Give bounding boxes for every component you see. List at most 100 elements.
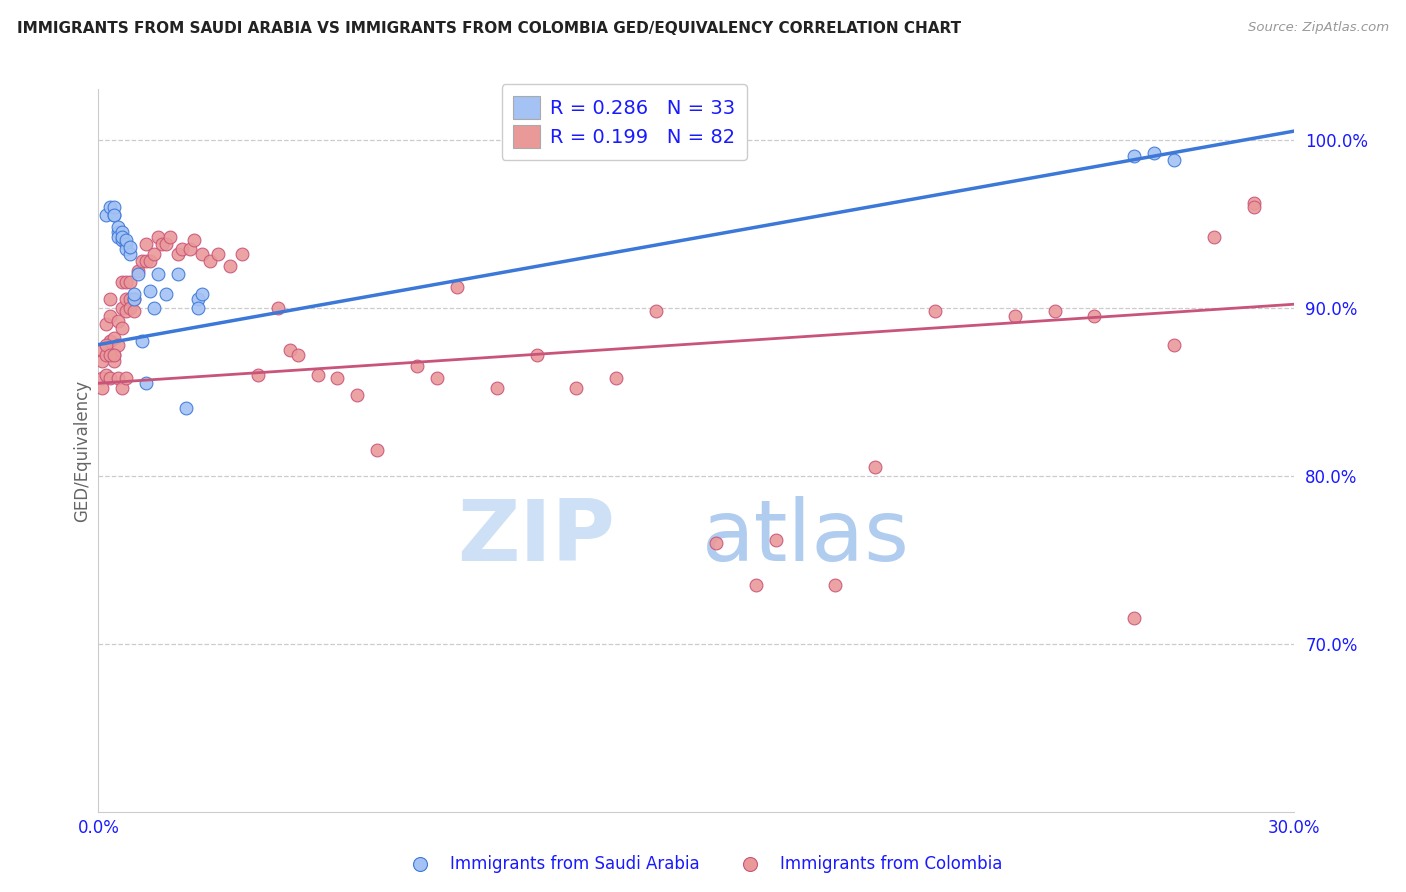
Point (824, 578, 846, 592)
Point (120, 292, 142, 306)
Point (406, 359, 429, 374)
Point (115, 304, 138, 318)
Point (98, 292, 122, 306)
Point (115, 292, 138, 306)
Point (111, 320, 134, 334)
Point (115, 371, 138, 385)
Point (183, 234, 205, 248)
Point (103, 208, 125, 222)
Point (107, 230, 129, 244)
Point (107, 225, 129, 239)
Point (103, 348, 125, 362)
Point (1163, 337, 1185, 351)
Text: Source: ZipAtlas.com: Source: ZipAtlas.com (1249, 21, 1389, 35)
Point (115, 234, 138, 248)
Point (139, 253, 162, 268)
Point (485, 381, 508, 395)
Point (745, 578, 768, 592)
Point (111, 301, 134, 315)
Text: ZIP: ZIP (457, 496, 614, 579)
Point (172, 242, 194, 256)
Point (1163, 153, 1185, 167)
Point (446, 280, 468, 294)
Point (127, 267, 149, 281)
Point (103, 348, 125, 362)
Point (187, 292, 209, 306)
Point (96, 368, 118, 382)
Point (98, 334, 122, 349)
Point (179, 242, 201, 256)
Point (865, 460, 887, 475)
Point (207, 247, 229, 261)
Point (231, 247, 253, 261)
Point (96, 318, 118, 332)
Point (103, 200, 125, 214)
Point (131, 253, 153, 268)
Point (120, 240, 142, 254)
Point (96, 348, 118, 362)
Point (307, 368, 329, 382)
Point (111, 381, 134, 395)
Point (155, 287, 177, 301)
Point (198, 253, 221, 268)
Point (98, 371, 122, 385)
Point (120, 247, 142, 261)
Point (1083, 309, 1105, 323)
Point (148, 267, 170, 281)
Point (191, 247, 214, 261)
Point (704, 536, 727, 550)
Point (96, 208, 118, 222)
Point (278, 343, 301, 357)
Point (267, 301, 290, 315)
Point (526, 348, 548, 362)
Point (148, 230, 170, 244)
Point (765, 533, 787, 547)
Point (115, 242, 138, 256)
Point (107, 219, 129, 234)
Point (645, 304, 668, 318)
Legend: Immigrants from Saudi Arabia, Immigrants from Colombia: Immigrants from Saudi Arabia, Immigrants… (396, 848, 1010, 880)
Point (120, 276, 142, 290)
Text: IMMIGRANTS FROM SAUDI ARABIA VS IMMIGRANTS FROM COLOMBIA GED/EQUIVALENCY CORRELA: IMMIGRANTS FROM SAUDI ARABIA VS IMMIGRAN… (17, 21, 960, 37)
Legend: R = 0.286   N = 33, R = 0.199   N = 82: R = 0.286 N = 33, R = 0.199 N = 82 (502, 85, 747, 160)
Point (426, 371, 449, 385)
Point (1143, 146, 1166, 161)
Point (135, 376, 157, 391)
Y-axis label: GED/Equivalency: GED/Equivalency (73, 379, 91, 522)
Point (124, 292, 146, 306)
Point (1123, 611, 1146, 625)
Point (107, 371, 129, 385)
Point (1043, 304, 1066, 318)
Point (91, 371, 114, 385)
Point (111, 234, 134, 248)
Point (111, 276, 134, 290)
Point (124, 287, 146, 301)
Point (191, 287, 214, 301)
Point (115, 236, 138, 251)
Point (91, 343, 114, 357)
Point (115, 276, 138, 290)
Point (103, 354, 125, 368)
Point (326, 371, 349, 385)
Point (107, 337, 129, 351)
Point (565, 381, 588, 395)
Point (167, 267, 190, 281)
Point (1243, 196, 1265, 211)
Point (96, 337, 118, 351)
Point (155, 236, 177, 251)
Point (111, 230, 134, 244)
Point (98, 348, 122, 362)
Point (246, 368, 269, 382)
Point (124, 292, 146, 306)
Point (366, 443, 388, 458)
Point (135, 253, 157, 268)
Point (91, 354, 114, 368)
Point (167, 247, 190, 261)
Point (91, 381, 114, 395)
Point (127, 263, 149, 277)
Point (1202, 230, 1225, 244)
Point (135, 236, 157, 251)
Point (120, 301, 142, 315)
Point (219, 259, 242, 273)
Point (174, 401, 197, 416)
